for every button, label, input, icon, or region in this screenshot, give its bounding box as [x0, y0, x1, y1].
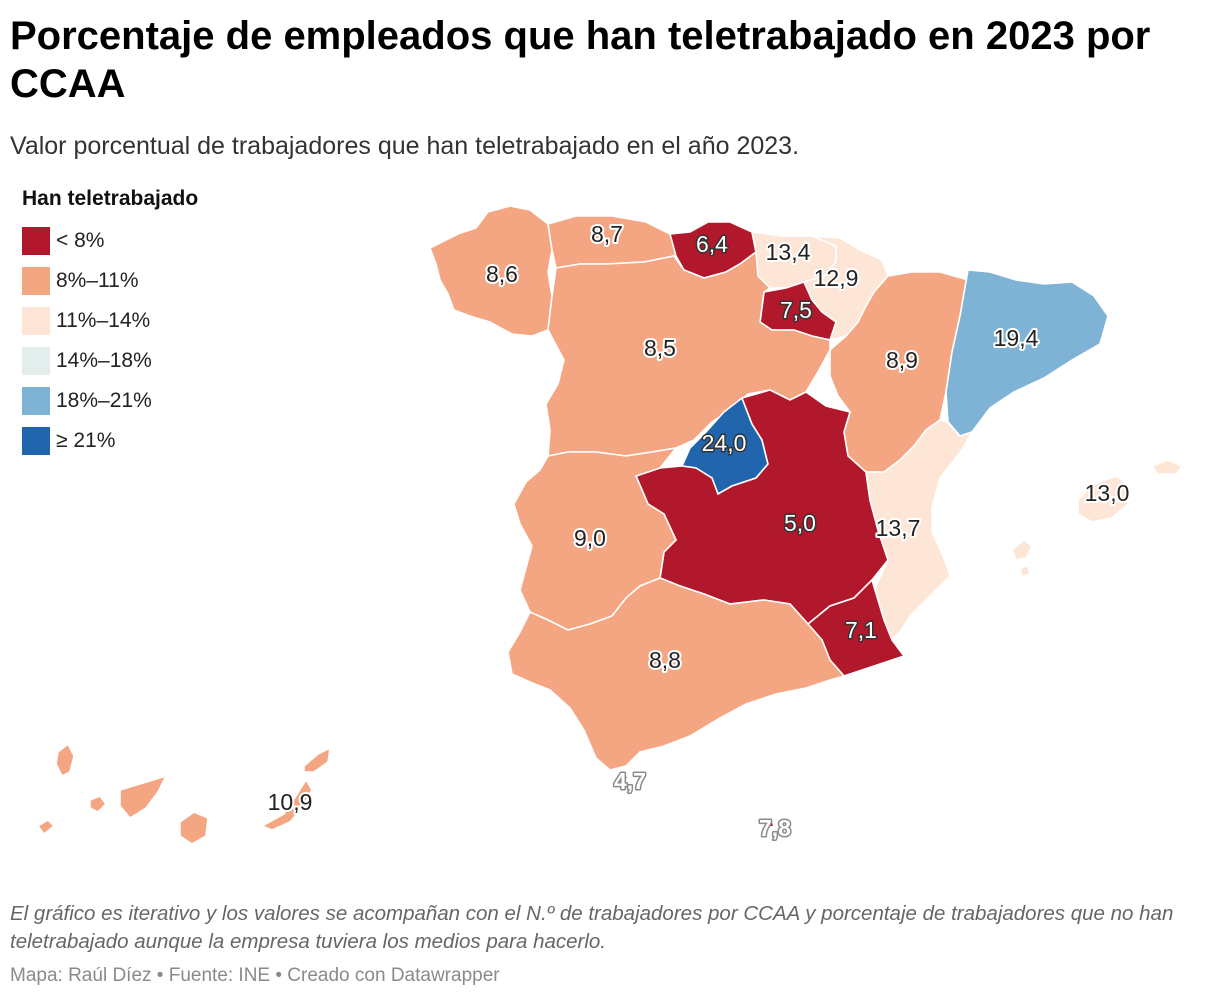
- value-label-murcia: 7,1: [845, 617, 877, 643]
- value-label-galicia: 8,6: [486, 261, 518, 287]
- value-label-baleares: 13,0: [1085, 480, 1130, 506]
- value-label-cantabria: 6,4: [696, 231, 728, 257]
- region-baleares-menorca[interactable]: [1150, 459, 1184, 475]
- region-canarias-la-gomera[interactable]: [89, 795, 108, 813]
- value-label-cataluna: 19,4: [994, 325, 1039, 351]
- value-label-castilla-leon: 8,5: [644, 335, 676, 361]
- spain-choropleth-map: 8,6 8,7 6,4 13,4 12,9 7,5 8,9 19,4 8,5 2…: [36, 205, 1184, 845]
- chart-title: Porcentaje de empleados que han teletrab…: [10, 14, 1151, 106]
- region-baleares-formentera[interactable]: [1019, 565, 1031, 577]
- legend-label: < 8%: [56, 229, 105, 252]
- legend-swatch: [22, 427, 50, 455]
- legend-swatch: [22, 307, 50, 335]
- region-melilla[interactable]: [764, 818, 776, 830]
- value-label-andalucia: 8,8: [649, 647, 681, 673]
- legend-label: ≥ 21%: [56, 429, 116, 452]
- value-label-canarias: 10,9: [268, 789, 313, 815]
- legend-title: Han teletrabajado: [22, 187, 199, 210]
- region-baleares[interactable]: [1077, 475, 1131, 523]
- legend-item-8-11: 8%–11%: [22, 261, 198, 301]
- legend-swatch: [22, 387, 50, 415]
- region-ceuta[interactable]: [616, 770, 630, 784]
- legend-label: 14%–18%: [56, 349, 152, 372]
- value-label-la-rioja: 7,5: [780, 297, 812, 323]
- value-label-extremadura: 9,0: [574, 525, 606, 551]
- chart-subtitle: Valor porcentual de trabajadores que han…: [10, 132, 800, 160]
- legend-item-14-18: 14%–18%: [22, 341, 198, 381]
- region-baleares-ibiza[interactable]: [1011, 538, 1034, 561]
- value-label-pais-vasco: 13,4: [766, 239, 811, 265]
- region-cataluna[interactable]: [945, 269, 1109, 437]
- value-label-asturias: 8,7: [591, 221, 623, 247]
- value-label-madrid: 24,0: [702, 430, 747, 456]
- value-label-aragon: 8,9: [886, 347, 918, 373]
- legend-swatch: [22, 267, 50, 295]
- region-canarias-la-palma[interactable]: [55, 742, 75, 778]
- legend: Han teletrabajado < 8% 8%–11% 11%–14% 14…: [22, 185, 198, 461]
- region-canarias-fuerteventura[interactable]: [260, 778, 313, 831]
- value-label-melilla: 7,8: [759, 815, 791, 841]
- legend-item-18-21: 18%–21%: [22, 381, 198, 421]
- footnote: El gráfico es iterativo y los valores se…: [10, 902, 1174, 953]
- value-label-valencia: 13,7: [876, 515, 921, 541]
- legend-swatch: [22, 347, 50, 375]
- region-andalucia[interactable]: [507, 577, 846, 771]
- region-canarias-tenerife[interactable]: [119, 774, 168, 820]
- value-label-ceuta: 4,7: [614, 768, 646, 794]
- legend-label: 11%–14%: [56, 309, 151, 332]
- legend-item-lt8: < 8%: [22, 221, 198, 261]
- region-canarias-gran-canaria[interactable]: [179, 811, 209, 845]
- legend-swatch: [22, 227, 50, 255]
- legend-item-11-14: 11%–14%: [22, 301, 198, 341]
- legend-item-gte21: ≥ 21%: [22, 421, 198, 461]
- credits: Mapa: Raúl Díez • Fuente: INE • Creado c…: [10, 965, 500, 986]
- region-valencia[interactable]: [865, 419, 974, 642]
- legend-label: 18%–21%: [56, 389, 152, 412]
- region-castilla-leon[interactable]: [545, 250, 831, 457]
- region-canarias-lanzarote[interactable]: [303, 746, 332, 773]
- legend-label: 8%–11%: [56, 269, 139, 292]
- value-label-navarra: 12,9: [814, 265, 859, 291]
- region-canarias-el-hierro[interactable]: [36, 818, 56, 836]
- value-label-castilla-la-mancha: 5,0: [784, 510, 816, 536]
